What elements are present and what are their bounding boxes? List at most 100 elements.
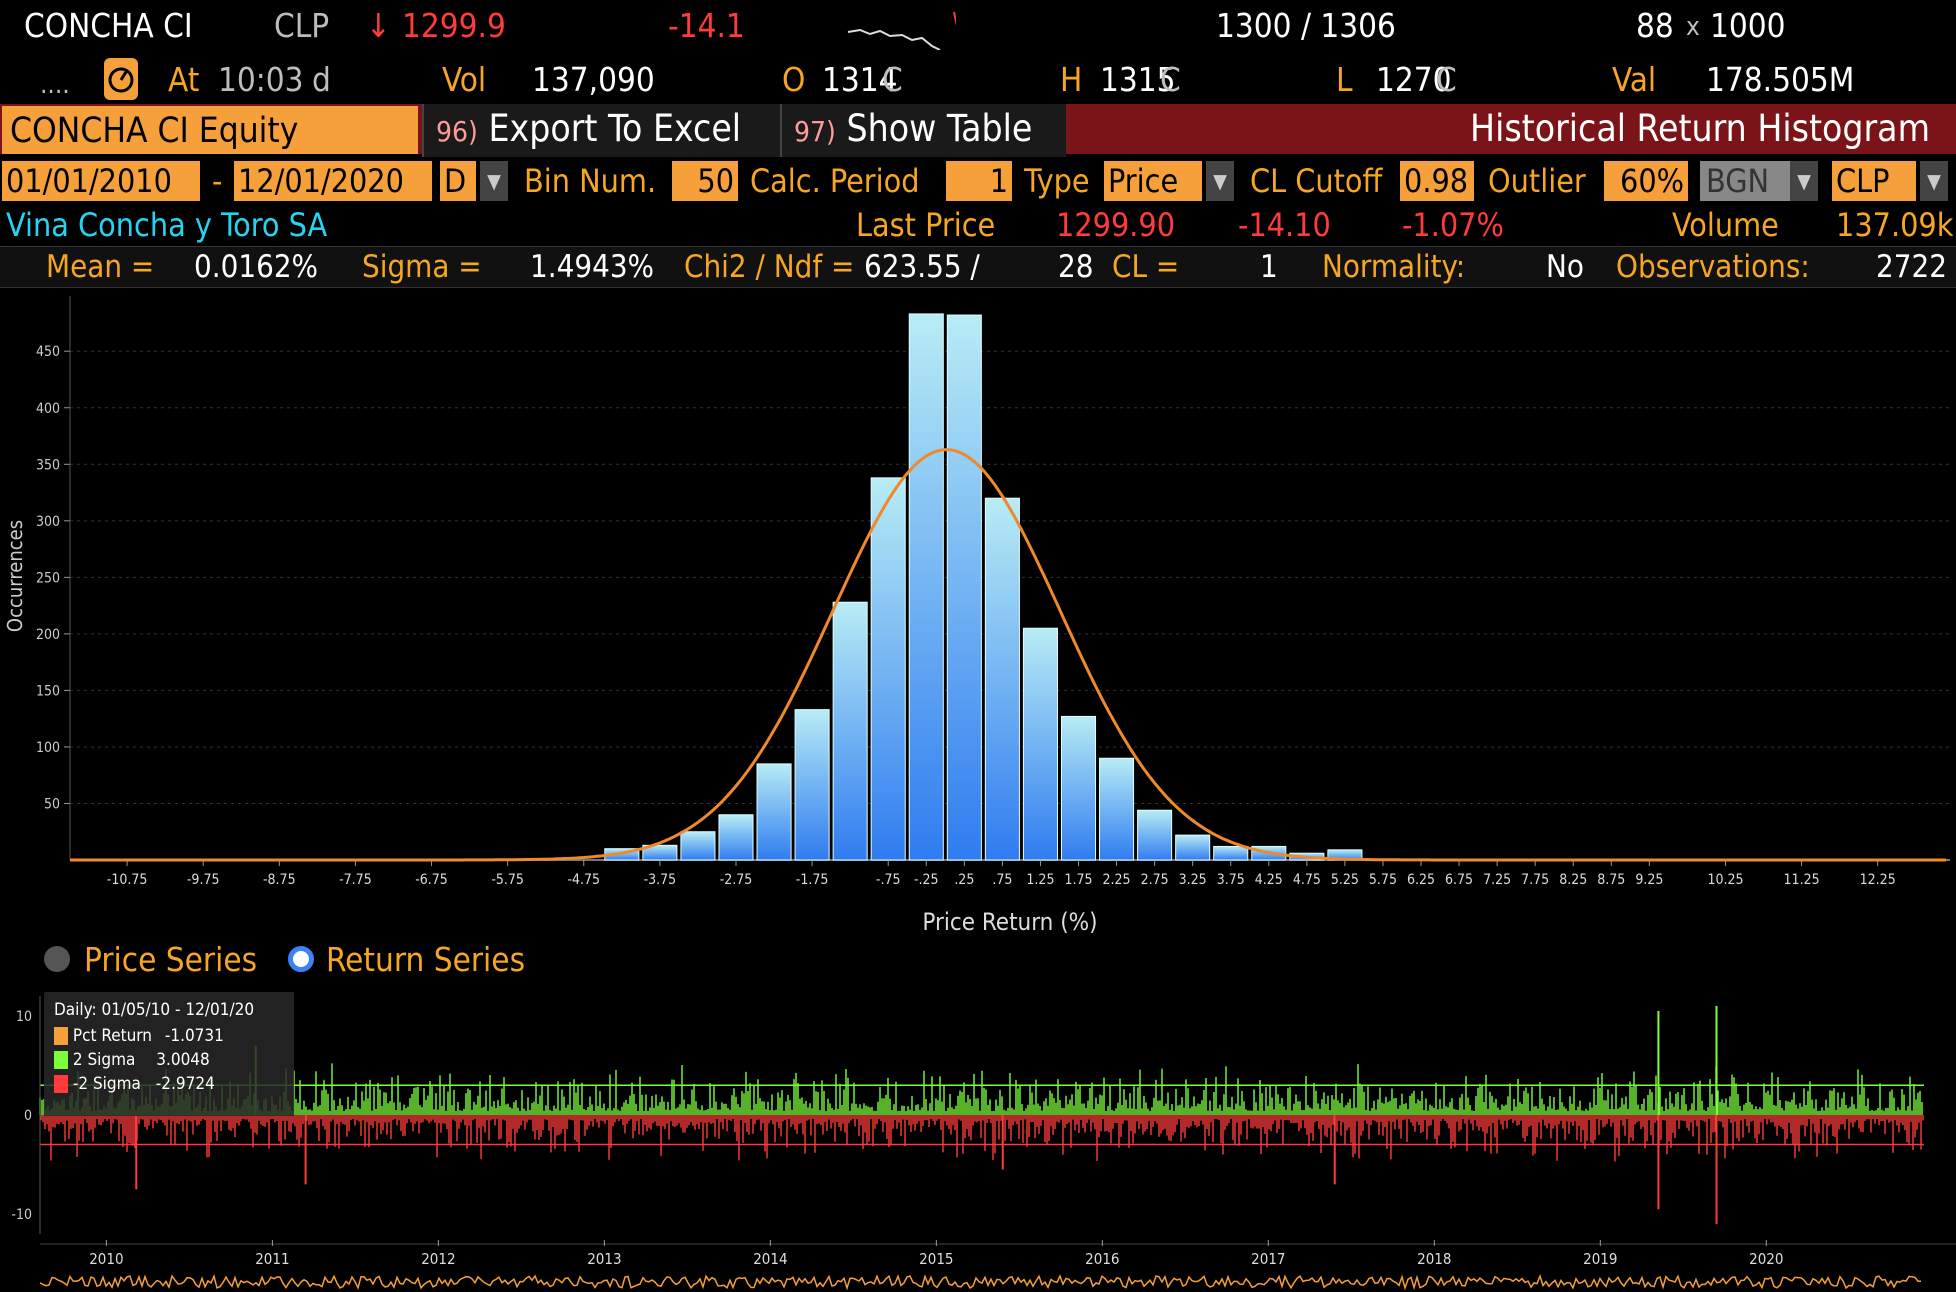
- legend-2-sigma-name: 2 Sigma: [72, 1050, 136, 1070]
- x-tick-label: 2.25: [1103, 872, 1131, 888]
- ndf-value: 28: [1058, 249, 1094, 285]
- histogram-bar[interactable]: [718, 814, 754, 861]
- cutoff-label: CL Cutoff: [1250, 162, 1383, 200]
- histogram-bar[interactable]: [1137, 809, 1173, 861]
- end-date-field[interactable]: 12/01/2020: [234, 161, 432, 201]
- return-series-label[interactable]: Return Series: [326, 940, 526, 979]
- val-label: Val: [1612, 60, 1657, 99]
- vol-label: Vol: [442, 60, 487, 99]
- x-tick-label: -4.75: [567, 872, 600, 888]
- normality-value: No: [1546, 249, 1584, 285]
- x-tick-label: .75: [992, 872, 1012, 888]
- currency-field[interactable]: CLP: [1832, 161, 1916, 201]
- histogram-bar[interactable]: [870, 477, 906, 861]
- y-tick-label: 150: [36, 683, 60, 699]
- source-dropdown-icon[interactable]: ▼: [1790, 161, 1818, 201]
- x-tick-label: 11.25: [1784, 872, 1820, 888]
- cl-value: 1: [1260, 249, 1278, 285]
- ret-x-tick-label: 2020: [1749, 1250, 1783, 1268]
- currency-dropdown-icon[interactable]: ▼: [1920, 161, 1948, 201]
- type-dropdown-icon[interactable]: ▼: [1206, 161, 1234, 201]
- y-axis-label: Occurrences: [3, 520, 27, 632]
- start-date-field[interactable]: 01/01/2010: [2, 161, 200, 201]
- histogram-bar[interactable]: [1213, 845, 1249, 861]
- ret-x-tick-label: 2010: [89, 1250, 123, 1268]
- export-to-excel-button[interactable]: 96) Export To Excel: [422, 104, 788, 157]
- last-price-label: Last Price: [856, 206, 996, 244]
- x-tick-label: 4.75: [1293, 872, 1321, 888]
- legend-item-neg-2-sigma: -2 Sigma -2.9724: [54, 1074, 215, 1094]
- periodicity-dropdown-icon[interactable]: ▼: [480, 161, 508, 201]
- x-tick-label: -1.75: [796, 872, 829, 888]
- x-tick-label: 6.25: [1407, 872, 1435, 888]
- time-label: At: [168, 60, 200, 99]
- histogram-bar[interactable]: [794, 709, 830, 861]
- ret-x-tick-label: 2014: [753, 1250, 787, 1268]
- ret-y-tick-label: 0: [24, 1108, 32, 1124]
- x-tick-label: -8.75: [263, 872, 296, 888]
- histogram-bar[interactable]: [1060, 715, 1097, 861]
- calc-field[interactable]: 1: [946, 161, 1012, 201]
- show-table-button[interactable]: 97) Show Table: [780, 104, 1066, 157]
- gauge-icon[interactable]: [104, 58, 138, 100]
- legend-item-2-sigma: 2 Sigma 3.0048: [54, 1050, 210, 1070]
- x-tick-label: 12.25: [1860, 872, 1896, 888]
- x-tick-label: .25: [954, 872, 974, 888]
- y-tick-label: 50: [44, 796, 60, 812]
- x-tick-label: 5.75: [1369, 872, 1397, 888]
- time-value: 10:03: [218, 60, 304, 99]
- company-name[interactable]: Vina Concha y Toro SA: [6, 206, 328, 244]
- return-series-chart[interactable]: 10 0 -10 2010 2011 2012 2013 2014 2015 2016 2017 2…: [0, 990, 1956, 1292]
- price-down-arrow-icon: ↓: [366, 6, 391, 45]
- legend-pct-return-value: -1.0731: [164, 1026, 224, 1046]
- histogram-bar[interactable]: [1175, 834, 1211, 861]
- cl-label: CL =: [1112, 249, 1180, 285]
- chi-label: Chi2 / Ndf =: [684, 249, 855, 285]
- histogram-bar[interactable]: [1099, 757, 1135, 861]
- cutoff-field[interactable]: 0.98: [1400, 161, 1474, 201]
- histogram-bar[interactable]: [756, 763, 792, 861]
- stats-bar: Mean = 0.0162% Sigma = 1.4943% Chi2 / Nd…: [0, 246, 1956, 288]
- histogram-chart[interactable]: Occurrences Price Return (%) -10.75 -9.75…: [0, 286, 1956, 946]
- normality-label: Normality:: [1322, 249, 1466, 285]
- histogram-bar[interactable]: [1022, 627, 1058, 861]
- histogram-bar[interactable]: [946, 314, 982, 861]
- legend-neg-2-sigma-value: -2.9724: [155, 1074, 215, 1094]
- sigma-label: Sigma =: [362, 249, 482, 285]
- histogram-bar[interactable]: [984, 497, 1020, 861]
- price-series-label[interactable]: Price Series: [84, 940, 258, 979]
- normal-fit-curve: [70, 448, 1947, 862]
- high-suffix: C: [1160, 60, 1181, 99]
- low-suffix: C: [1436, 60, 1457, 99]
- type-field[interactable]: Price: [1104, 161, 1202, 201]
- volume-label: Volume: [1672, 206, 1779, 244]
- x-tick-label: 6.75: [1445, 872, 1473, 888]
- return-series-radio[interactable]: [288, 946, 314, 972]
- bin-field[interactable]: 50: [672, 161, 738, 201]
- histogram-bar[interactable]: [680, 831, 716, 861]
- dots-indicator: ....: [40, 70, 70, 100]
- bin-label: Bin Num.: [524, 162, 657, 200]
- calc-label: Calc. Period: [750, 162, 920, 200]
- price-series-radio[interactable]: [44, 946, 70, 972]
- legend-header: Daily: 01/05/10 - 12/01/20: [54, 1000, 255, 1020]
- x-tick-label: -3.75: [644, 872, 677, 888]
- x-tick-label: 4.25: [1255, 872, 1283, 888]
- histogram-bar[interactable]: [832, 601, 868, 861]
- outlier-field[interactable]: 60%: [1604, 161, 1688, 201]
- ticker-price: 1299.9: [402, 6, 506, 45]
- legend-item-pct-return: Pct Return -1.0731: [54, 1026, 224, 1046]
- periodicity-field[interactable]: D: [440, 161, 476, 201]
- ret-x-tick-label: 2016: [1085, 1250, 1119, 1268]
- legend-2-sigma-value: 3.0048: [156, 1050, 210, 1070]
- observations-value: 2722: [1876, 249, 1947, 285]
- y-tick-label: 300: [36, 514, 60, 530]
- x-tick-label: 1.75: [1064, 872, 1092, 888]
- mean-label: Mean =: [46, 249, 155, 285]
- time-suffix: d: [312, 60, 331, 99]
- mean-value: 0.0162%: [194, 249, 319, 285]
- security-field[interactable]: CONCHA CI Equity: [2, 106, 418, 154]
- neg-2-sigma-swatch: [54, 1075, 68, 1093]
- histogram-bar[interactable]: [908, 313, 944, 861]
- source-field[interactable]: BGN: [1700, 161, 1790, 201]
